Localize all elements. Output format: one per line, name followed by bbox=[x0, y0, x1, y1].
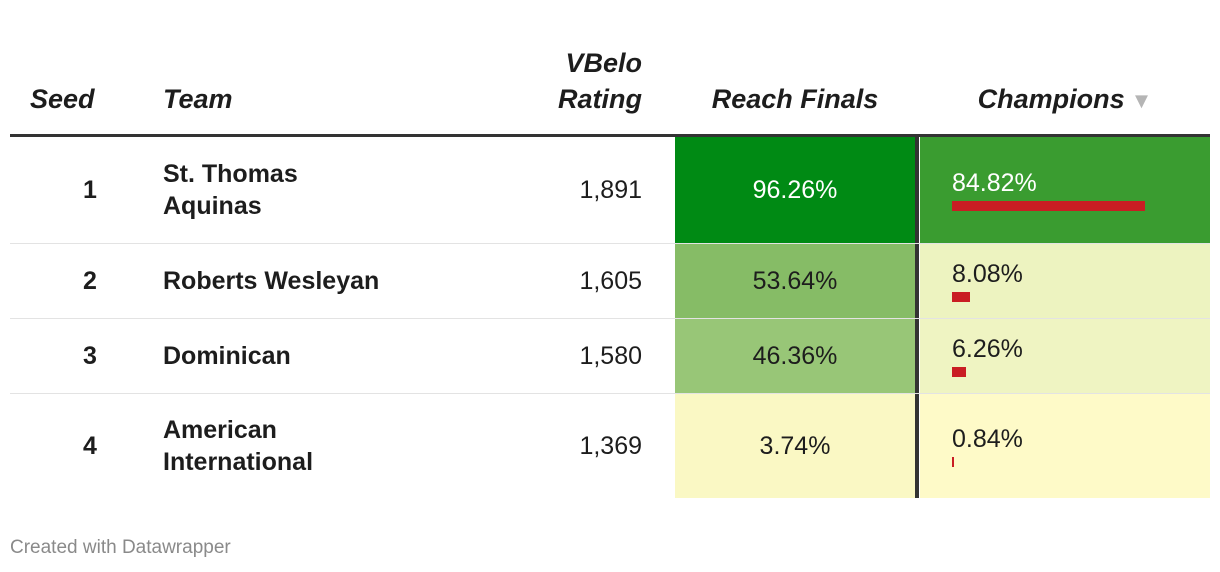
champions-value: 8.08% bbox=[952, 260, 1023, 288]
reach-finals-cell: 46.36% bbox=[675, 319, 915, 393]
column-divider bbox=[915, 244, 919, 318]
footer-credit[interactable]: Created with Datawrapper bbox=[10, 537, 231, 558]
champions-cell: 84.82% bbox=[920, 137, 1210, 243]
champions-bar bbox=[952, 457, 954, 467]
champions-bar-track bbox=[952, 367, 1179, 377]
table-row: 3 Dominican 1,580 46.36% 6.26% bbox=[10, 319, 1210, 394]
team-name: Dominican bbox=[163, 340, 291, 372]
seed-cell: 1 bbox=[83, 175, 97, 204]
reach-finals-cell: 96.26% bbox=[675, 137, 915, 243]
table-row: 2 Roberts Wesleyan 1,605 53.64% 8.08% bbox=[10, 244, 1210, 319]
champions-value: 0.84% bbox=[952, 425, 1023, 453]
champions-bar-track bbox=[952, 457, 1179, 467]
column-divider bbox=[915, 319, 919, 393]
champions-cell: 8.08% bbox=[920, 244, 1210, 318]
reach-finals-cell: 3.74% bbox=[675, 394, 915, 498]
seed-cell: 3 bbox=[83, 341, 97, 370]
column-divider bbox=[915, 394, 919, 498]
table-row: 1 St. Thomas Aquinas 1,891 96.26% 84.82% bbox=[10, 137, 1210, 244]
team-name-line: American bbox=[163, 416, 277, 444]
team-cell: American International bbox=[163, 394, 543, 498]
sort-descending-icon: ▼ bbox=[1130, 88, 1153, 113]
champions-value: 6.26% bbox=[952, 335, 1023, 363]
header-reach-finals[interactable]: Reach Finals bbox=[711, 84, 879, 114]
rating-cell: 1,605 bbox=[579, 266, 642, 295]
header-champions-label: Champions bbox=[977, 84, 1125, 114]
rating-cell: 1,891 bbox=[579, 175, 642, 204]
team-name: St. Thomas Aquinas bbox=[163, 158, 298, 222]
table-body: 1 St. Thomas Aquinas 1,891 96.26% 84.82% 2 Robe… bbox=[10, 137, 1210, 498]
table-row: 4 American International 1,369 3.74% 0.84% bbox=[10, 394, 1210, 498]
header-rating-line1: VBelo bbox=[565, 48, 642, 78]
champions-bar bbox=[952, 367, 967, 377]
team-cell: Dominican bbox=[163, 319, 543, 393]
table-header: Seed Team VBelo Rating Reach Finals Cham… bbox=[10, 0, 1210, 137]
rating-cell: 1,369 bbox=[579, 431, 642, 460]
team-cell: St. Thomas Aquinas bbox=[163, 137, 543, 243]
header-rating-line2: Rating bbox=[558, 84, 642, 114]
team-name: American International bbox=[163, 414, 313, 478]
header-seed[interactable]: Seed bbox=[30, 84, 95, 114]
team-name-line: Roberts Wesleyan bbox=[163, 267, 380, 295]
header-champions[interactable]: Champions ▼ bbox=[920, 81, 1210, 119]
champions-cell: 6.26% bbox=[920, 319, 1210, 393]
header-team[interactable]: Team bbox=[163, 84, 233, 114]
team-name-line: St. Thomas bbox=[163, 160, 298, 188]
probability-table: Seed Team VBelo Rating Reach Finals Cham… bbox=[10, 0, 1210, 498]
rating-cell: 1,580 bbox=[579, 341, 642, 370]
team-name-line: Aquinas bbox=[163, 192, 262, 220]
team-name-line: Dominican bbox=[163, 342, 291, 370]
team-name-line: International bbox=[163, 448, 314, 476]
champions-value: 84.82% bbox=[952, 169, 1037, 197]
seed-cell: 2 bbox=[83, 266, 97, 295]
column-divider bbox=[915, 137, 919, 243]
team-name: Roberts Wesleyan bbox=[163, 265, 379, 297]
champions-cell: 0.84% bbox=[920, 394, 1210, 498]
champions-bar-track bbox=[952, 201, 1179, 211]
reach-finals-cell: 53.64% bbox=[675, 244, 915, 318]
header-rating[interactable]: VBelo Rating bbox=[558, 45, 642, 117]
champions-bar bbox=[952, 292, 971, 302]
team-cell: Roberts Wesleyan bbox=[163, 244, 543, 318]
champions-bar-track bbox=[952, 292, 1179, 302]
champions-bar bbox=[952, 201, 1145, 211]
seed-cell: 4 bbox=[83, 431, 97, 460]
